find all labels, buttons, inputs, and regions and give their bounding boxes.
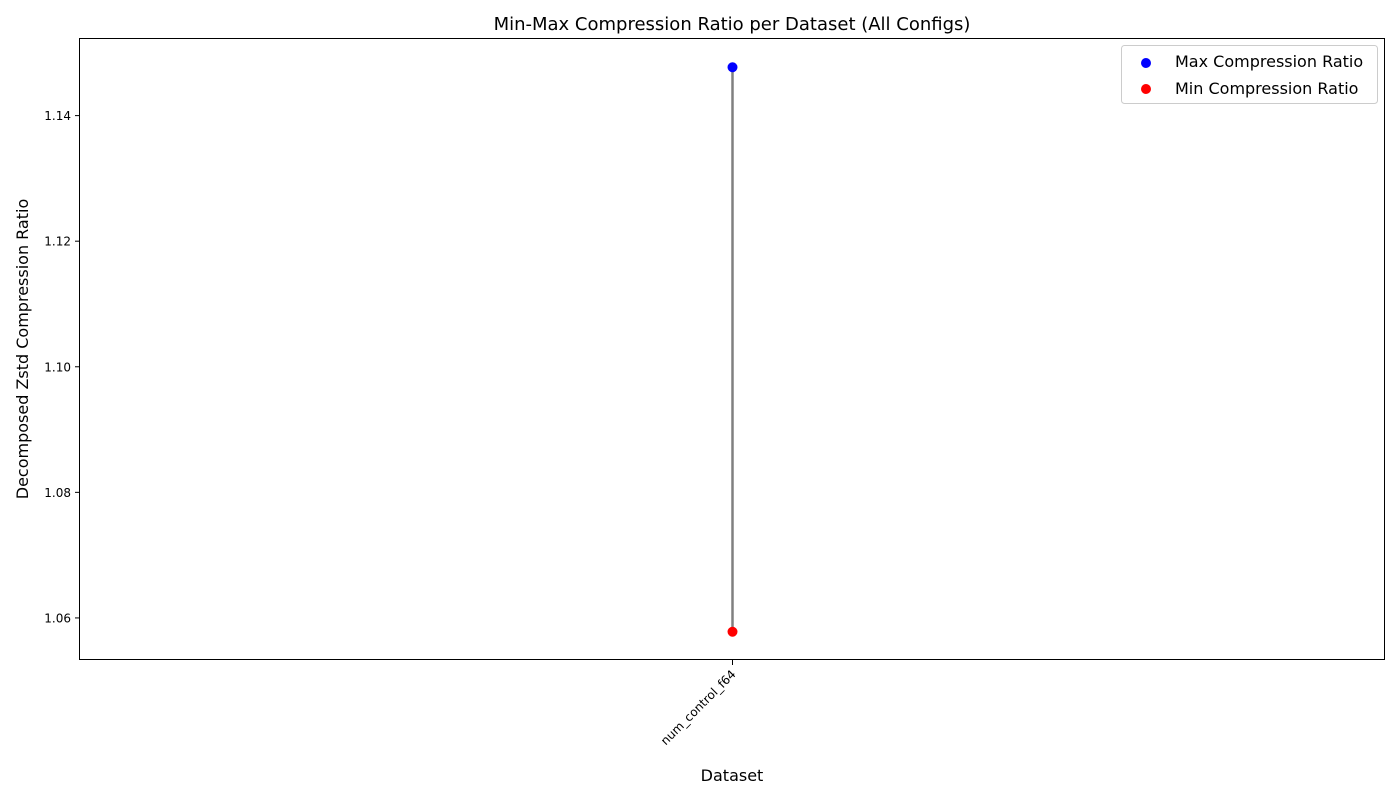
chart-marks xyxy=(727,62,738,637)
x-axis-label: Dataset xyxy=(701,766,764,785)
max-point xyxy=(727,62,738,73)
legend-marker-min xyxy=(1141,84,1151,94)
legend-label-max: Max Compression Ratio xyxy=(1175,52,1363,71)
y-tick-label: 1.10 xyxy=(44,360,71,374)
y-tick-label: 1.08 xyxy=(44,486,71,500)
y-axis-label: Decomposed Zstd Compression Ratio xyxy=(13,199,32,500)
legend-marker-max xyxy=(1141,58,1151,68)
x-tick-label: num_control_f64 xyxy=(658,667,739,748)
plot-area-frame xyxy=(79,38,1385,660)
y-tick-label: 1.06 xyxy=(44,611,71,625)
min-point xyxy=(727,626,738,637)
y-tick-label: 1.12 xyxy=(44,235,71,249)
legend-box xyxy=(1121,45,1378,104)
y-tick-label: 1.14 xyxy=(44,109,71,123)
chart-title: Min-Max Compression Ratio per Dataset (A… xyxy=(494,14,971,35)
y-axis: 1.06 1.08 1.10 1.12 1.14 xyxy=(44,109,80,625)
legend: Max Compression Ratio Min Compression Ra… xyxy=(1121,45,1378,104)
x-axis: num_control_f64 xyxy=(658,660,739,748)
legend-label-min: Min Compression Ratio xyxy=(1175,79,1358,98)
